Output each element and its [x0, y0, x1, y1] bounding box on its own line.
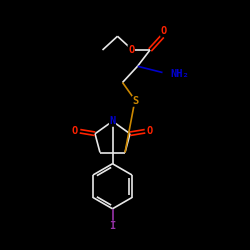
Text: S: S — [132, 96, 138, 106]
Text: I: I — [110, 221, 116, 231]
Text: O: O — [160, 26, 167, 36]
Text: N: N — [110, 116, 116, 126]
Text: O: O — [128, 45, 134, 55]
Text: O: O — [147, 126, 153, 136]
Text: NH₂: NH₂ — [170, 69, 189, 79]
Text: O: O — [72, 126, 78, 136]
